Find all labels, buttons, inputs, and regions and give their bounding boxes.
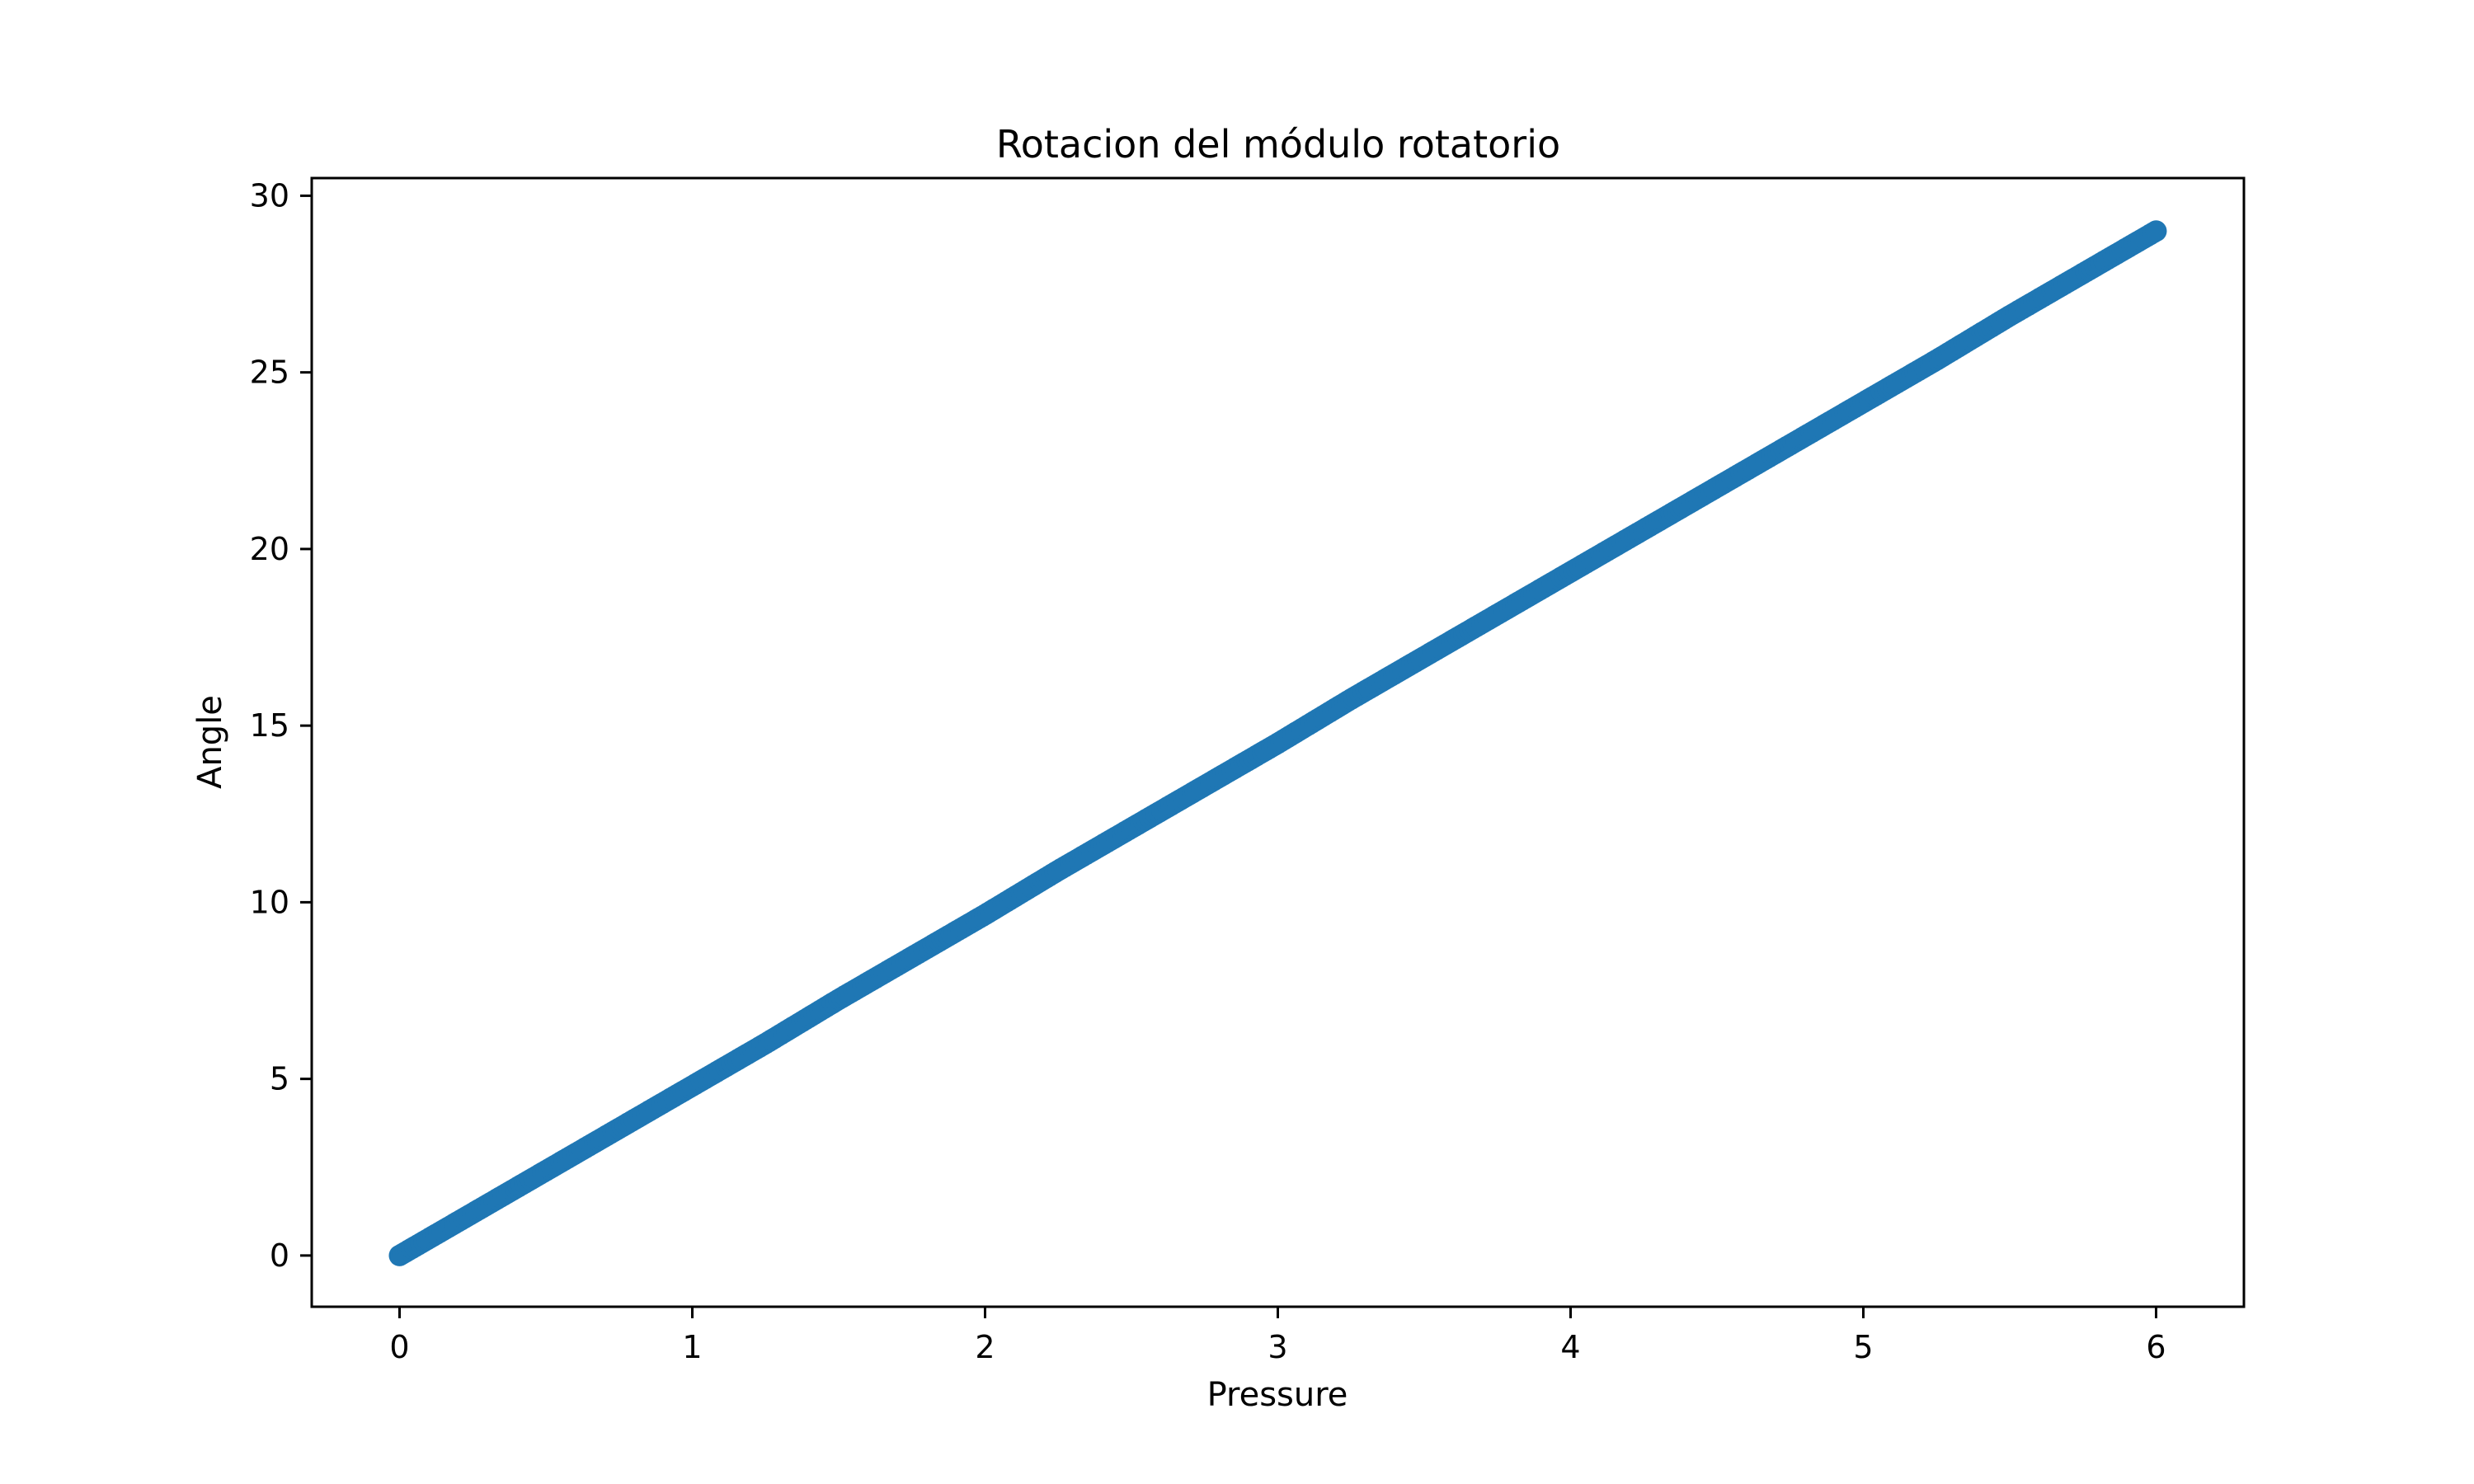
x-axis: 0 1 2 3 4 5 6 bbox=[389, 1307, 2166, 1365]
y-tick-label: 0 bbox=[270, 1237, 289, 1274]
x-tick-label: 4 bbox=[1560, 1329, 1580, 1365]
y-tick-label: 30 bbox=[250, 177, 289, 214]
chart-title: Rotacion del módulo rotatorio bbox=[996, 122, 1560, 167]
x-tick-label: 2 bbox=[975, 1329, 995, 1365]
y-tick-label: 10 bbox=[250, 884, 289, 920]
x-axis-label: Pressure bbox=[1207, 1376, 1348, 1414]
scatter-point bbox=[2145, 220, 2167, 242]
x-tick-label: 1 bbox=[682, 1329, 702, 1365]
y-tick-label: 15 bbox=[250, 707, 289, 744]
y-axis: 0 5 10 15 20 25 30 bbox=[250, 177, 312, 1274]
scatter-series-0 bbox=[388, 220, 2167, 1266]
y-tick-label: 5 bbox=[270, 1061, 289, 1097]
y-tick-label: 20 bbox=[250, 531, 289, 567]
x-tick-label: 0 bbox=[389, 1329, 409, 1365]
x-tick-label: 3 bbox=[1268, 1329, 1287, 1365]
x-tick-label: 5 bbox=[1853, 1329, 1873, 1365]
plot-area bbox=[388, 220, 2167, 1266]
y-axis-label: Angle bbox=[191, 695, 229, 789]
x-tick-label: 6 bbox=[2146, 1329, 2166, 1365]
y-tick-label: 25 bbox=[250, 355, 289, 391]
